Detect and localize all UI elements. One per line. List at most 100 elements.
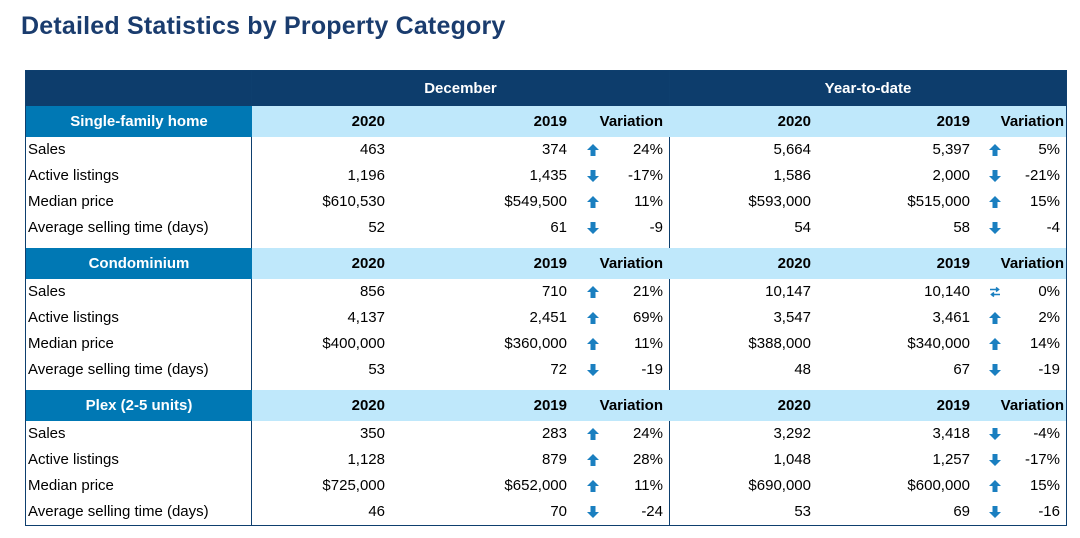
arrow-up-icon — [988, 137, 1002, 163]
value-2020-december: 350 — [359, 425, 385, 442]
table-row: Average selling time (days) 53 72 -19 48 67 -1… — [26, 357, 1066, 383]
value-2019-ytd: 3,418 — [932, 425, 970, 442]
table-row: Average selling time (days) 52 61 -9 54 58 -4 — [26, 215, 1066, 241]
value-2019-ytd: 10,140 — [924, 283, 970, 300]
value-2020-december: 1,128 — [347, 451, 385, 468]
year-2020-header-december: 2020 — [351, 255, 385, 272]
row-label: Sales — [28, 425, 66, 442]
table-row: Sales 856 710 21% 10,147 10,140 0% — [26, 279, 1066, 305]
category-section: Condominium 2020 2019 Variation 2020 2019 Vari… — [26, 248, 1066, 383]
value-2020-ytd: 53 — [794, 503, 811, 520]
arrow-up-icon — [988, 189, 1002, 215]
variation-value-ytd: -16 — [1038, 503, 1060, 520]
value-2019-ytd: $515,000 — [907, 193, 970, 210]
variation-value-ytd: -4 — [1046, 219, 1060, 236]
value-2020-december: 463 — [359, 141, 385, 158]
variation-header-ytd: Variation — [1000, 397, 1064, 414]
row-label: Average selling time (days) — [28, 503, 209, 520]
value-2020-ytd: 5,664 — [773, 141, 811, 158]
value-2020-december: 52 — [368, 219, 385, 236]
row-label: Active listings — [28, 451, 119, 468]
value-2019-december: 72 — [550, 361, 567, 378]
category-section: Plex (2-5 units) 2020 2019 Variation 2020 201… — [26, 390, 1066, 525]
row-label: Median price — [28, 335, 114, 352]
variation-value-december: 24% — [632, 141, 663, 158]
year-2020-header-ytd: 2020 — [777, 255, 811, 272]
value-2020-december: 856 — [359, 283, 385, 300]
category-label: Plex (2-5 units) — [26, 390, 252, 421]
value-2020-ytd: 48 — [794, 361, 811, 378]
value-2019-december: 2,451 — [529, 309, 567, 326]
value-2019-december: $549,500 — [504, 193, 567, 210]
arrow-up-icon — [586, 447, 600, 473]
period-divider — [669, 71, 670, 525]
section-header-row: Condominium 2020 2019 Variation 2020 2019 Vari… — [26, 248, 1066, 279]
period-header-row: December Year-to-date — [26, 71, 1066, 106]
variation-value-december: -24 — [641, 503, 663, 520]
variation-value-december: 11% — [634, 335, 663, 352]
category-label: Single-family home — [26, 106, 252, 137]
period-ytd: Year-to-date — [824, 80, 912, 97]
value-2020-december: 1,196 — [347, 167, 385, 184]
arrow-up-icon — [586, 279, 600, 305]
arrow-up-icon — [586, 331, 600, 357]
value-2020-december: $725,000 — [322, 477, 385, 494]
variation-header-december: Variation — [599, 113, 663, 130]
arrow-up-icon — [586, 305, 600, 331]
table-row: Active listings 4,137 2,451 69% 3,547 3,461 2% — [26, 305, 1066, 331]
row-label: Sales — [28, 283, 66, 300]
value-2019-december: 283 — [541, 425, 567, 442]
value-2019-ytd: 2,000 — [932, 167, 970, 184]
arrow-down-icon — [988, 215, 1002, 241]
arrow-down-icon — [988, 447, 1002, 473]
year-2019-header-ytd: 2019 — [936, 255, 970, 272]
row-label: Active listings — [28, 167, 119, 184]
arrow-down-icon — [586, 499, 600, 525]
page-title: Detailed Statistics by Property Category — [21, 12, 506, 40]
value-2019-december: 70 — [550, 503, 567, 520]
year-2020-header-december: 2020 — [351, 113, 385, 130]
value-2020-ytd: 3,547 — [773, 309, 811, 326]
variation-value-ytd: 15% — [1029, 193, 1060, 210]
table-row: Active listings 1,128 879 28% 1,048 1,257 -17% — [26, 447, 1066, 473]
value-2019-december: 879 — [541, 451, 567, 468]
value-2019-december: $360,000 — [504, 335, 567, 352]
value-2020-ytd: $388,000 — [748, 335, 811, 352]
arrows-swap-icon — [988, 279, 1002, 305]
arrow-up-icon — [988, 305, 1002, 331]
table-row: Median price $610,530 $549,500 11% $593,000 $… — [26, 189, 1066, 215]
row-label: Average selling time (days) — [28, 219, 209, 236]
arrow-up-icon — [586, 189, 600, 215]
value-2020-december: $400,000 — [322, 335, 385, 352]
variation-value-ytd: 2% — [1038, 309, 1060, 326]
year-2019-header-december: 2019 — [533, 397, 567, 414]
statistics-table: December Year-to-date Single-family home… — [25, 70, 1067, 526]
year-2019-header-december: 2019 — [533, 113, 567, 130]
arrow-down-icon — [988, 163, 1002, 189]
value-2019-ytd: 3,461 — [932, 309, 970, 326]
year-2019-header-ytd: 2019 — [936, 397, 970, 414]
variation-value-ytd: 14% — [1029, 335, 1060, 352]
label-column-border — [26, 71, 252, 525]
variation-value-ytd: -21% — [1024, 167, 1060, 184]
year-2020-header-ytd: 2020 — [777, 113, 811, 130]
arrow-down-icon — [988, 357, 1002, 383]
variation-value-december: 28% — [632, 451, 663, 468]
value-2020-ytd: $593,000 — [748, 193, 811, 210]
arrow-down-icon — [988, 421, 1002, 447]
value-2019-december: 61 — [550, 219, 567, 236]
arrow-down-icon — [586, 357, 600, 383]
value-2019-december: 710 — [541, 283, 567, 300]
value-2020-december: 46 — [368, 503, 385, 520]
value-2020-ytd: 10,147 — [765, 283, 811, 300]
variation-value-december: -19 — [641, 361, 663, 378]
variation-value-ytd: 15% — [1029, 477, 1060, 494]
variation-value-december: 69% — [632, 309, 663, 326]
variation-value-ytd: 0% — [1038, 283, 1060, 300]
variation-value-december: -17% — [627, 167, 663, 184]
table-row: Active listings 1,196 1,435 -17% 1,586 2,000 -… — [26, 163, 1066, 189]
arrow-down-icon — [988, 499, 1002, 525]
value-2019-ytd: 67 — [953, 361, 970, 378]
table-row: Sales 463 374 24% 5,664 5,397 5% — [26, 137, 1066, 163]
arrow-down-icon — [586, 163, 600, 189]
